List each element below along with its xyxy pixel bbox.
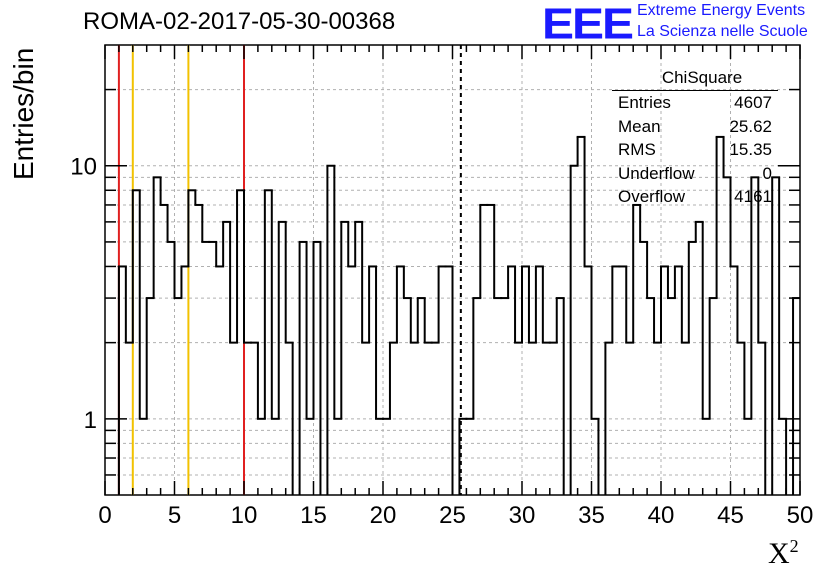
histogram-bins xyxy=(117,135,800,495)
grid-lines xyxy=(105,45,800,495)
stats-row-rms: RMS 15.35 xyxy=(612,138,778,162)
stats-row-overflow: Overflow 4161 xyxy=(612,185,778,209)
stats-row-underflow: Underflow 0 xyxy=(612,162,778,186)
x-tick-label: 45 xyxy=(717,502,744,529)
x-tick-label: 20 xyxy=(370,502,397,529)
eee-logo: EEE xyxy=(542,0,634,49)
x-axis-label: X2 xyxy=(768,536,799,571)
x-tick-label: 30 xyxy=(509,502,536,529)
stats-key: Overflow xyxy=(618,187,686,206)
logo-line-2: La Scienza nelle Scuole xyxy=(637,23,808,40)
stats-row-mean: Mean 25.62 xyxy=(612,115,778,139)
axis-ticks: 0 5 10 15 20 25 30 35 40 45 50 1 10 xyxy=(70,45,813,529)
stats-value: 4607 xyxy=(734,93,772,112)
stats-value: 15.35 xyxy=(729,140,772,159)
stats-key: Mean xyxy=(618,116,661,136)
x-tick-label: 15 xyxy=(300,502,327,529)
stats-value: 0 xyxy=(762,163,772,183)
chart-title: ROMA-02-2017-05-30-00368 xyxy=(83,8,396,35)
x-tick-label: 5 xyxy=(168,502,181,529)
stats-box: ChiSquare Entries 4607 Mean 25.62 RMS 15… xyxy=(612,66,778,209)
x-tick-label: 40 xyxy=(648,502,675,529)
y-tick-label: 1 xyxy=(84,407,97,434)
stats-value: 25.62 xyxy=(729,116,772,136)
x-tick-label: 25 xyxy=(439,502,466,529)
x-axis-label-sup: 2 xyxy=(789,536,799,556)
x-tick-label: 10 xyxy=(231,502,258,529)
stats-key: Entries xyxy=(618,93,671,112)
x-tick-label: 50 xyxy=(787,502,814,529)
stats-title: ChiSquare xyxy=(612,66,778,91)
x-axis-label-base: X xyxy=(768,537,790,570)
x-tick-label: 0 xyxy=(98,502,111,529)
x-tick-label: 35 xyxy=(578,502,605,529)
stats-value: 4161 xyxy=(734,187,772,206)
stats-key: Underflow xyxy=(618,163,695,183)
y-tick-label: 10 xyxy=(70,154,97,181)
y-axis-label: Entries/bin xyxy=(8,47,39,180)
stats-row-entries: Entries 4607 xyxy=(612,91,778,115)
stats-key: RMS xyxy=(618,140,656,159)
logo-line-1: Extreme Energy Events xyxy=(637,2,806,19)
